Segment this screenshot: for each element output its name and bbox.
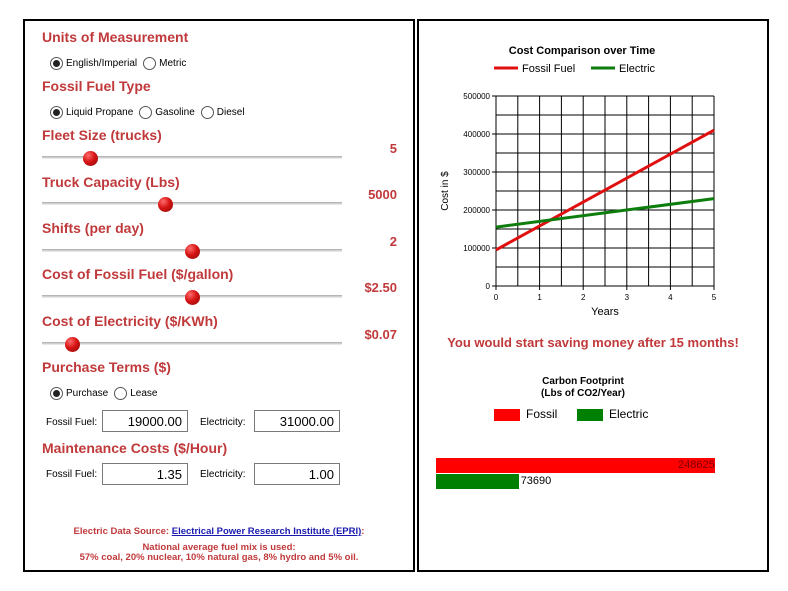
radio-unchecked-icon — [143, 57, 157, 70]
savings-message: You would start saving money after 15 mo… — [447, 335, 739, 350]
electricity-cost-value: $0.07 — [364, 327, 397, 342]
electricity-cost-slider-handle[interactable] — [64, 337, 80, 352]
carbon-bar-fossil-label: 248625 — [678, 459, 715, 471]
carbon-footprint-title: Carbon Footprint — [542, 376, 624, 387]
truck-capacity-slider-handle[interactable] — [157, 197, 173, 212]
fleet-size-title: Fleet Size (trucks) — [42, 127, 162, 143]
truck-capacity-title: Truck Capacity (Lbs) — [42, 174, 180, 190]
purchase-option-lease[interactable]: Lease — [114, 387, 158, 400]
fuel-type-title: Fossil Fuel Type — [42, 78, 151, 94]
y-tick-label: 0 — [486, 282, 491, 291]
fossil-fuel-cost-value: $2.50 — [364, 280, 397, 295]
x-tick-label: 3 — [625, 293, 630, 302]
maintenance-fossil-input[interactable] — [102, 463, 188, 485]
legend-fossil-swatch — [494, 409, 520, 421]
maintenance-title: Maintenance Costs ($/Hour) — [42, 440, 228, 456]
fleet-size-value: 5 — [389, 141, 397, 156]
legend-label-0: Fossil Fuel — [522, 63, 575, 75]
purchase-fossil-label: Fossil Fuel: — [46, 417, 98, 428]
purchase-fossil-input[interactable] — [102, 410, 188, 432]
x-tick-label: 5 — [712, 293, 717, 302]
series-line-fossil-fuel — [495, 128, 715, 252]
carbon-bar-fossil — [436, 458, 715, 473]
radio-checked-icon — [50, 57, 63, 70]
radio-checked-icon — [50, 106, 63, 119]
fuel-type-radio-group: Liquid Propane Gasoline Diesel — [50, 106, 251, 119]
radio-checked-icon — [50, 387, 63, 400]
series-line-electric — [495, 197, 715, 229]
radio-unchecked-icon — [139, 106, 153, 119]
fuel-mix-note: National average fuel mix is used: — [142, 542, 296, 553]
radio-unchecked-icon — [114, 387, 128, 400]
units-option-metric[interactable]: Metric — [143, 57, 186, 70]
shifts-value: 2 — [389, 234, 397, 249]
carbon-bar-electric-label: 73690 — [520, 475, 552, 487]
y-tick-label: 300000 — [463, 168, 490, 177]
carbon-bar-electric — [436, 474, 519, 489]
radio-unchecked-icon — [200, 106, 214, 119]
units-option-english[interactable]: English/Imperial — [50, 57, 137, 70]
x-tick-label: 0 — [494, 293, 499, 302]
chart-title: Cost Comparison over Time — [509, 45, 656, 57]
fuel-option-gasoline[interactable]: Gasoline — [139, 106, 195, 119]
x-axis-label: Years — [591, 306, 619, 318]
carbon-footprint-subtitle: (Lbs of CO2/Year) — [541, 388, 625, 399]
units-title: Units of Measurement — [42, 29, 189, 45]
purchase-terms-radio-group: Purchase Lease — [50, 387, 164, 400]
cost-comparison-chart: Cost Comparison over Time Fossil Fuel Elec… — [440, 45, 717, 318]
truck-capacity-slider[interactable] — [42, 202, 342, 205]
fuel-option-diesel[interactable]: Diesel — [200, 106, 245, 119]
purchase-electric-label: Electricity: — [200, 417, 246, 428]
data-source-note: Electric Data Source: Electrical Power R… — [73, 526, 365, 537]
legend-fossil-label: Fossil — [526, 407, 558, 421]
truck-capacity-value: 5000 — [368, 187, 397, 202]
purchase-option-purchase[interactable]: Purchase — [50, 387, 108, 400]
y-tick-label: 400000 — [463, 130, 490, 139]
legend-label-1: Electric — [619, 63, 656, 75]
y-tick-label: 100000 — [463, 244, 490, 253]
shifts-title: Shifts (per day) — [42, 220, 144, 236]
epri-link[interactable]: Electrical Power Research Institute (EPR… — [171, 526, 362, 537]
units-radio-group: English/Imperial Metric — [50, 57, 192, 70]
y-tick-label: 200000 — [463, 206, 490, 215]
maintenance-electric-label: Electricity: — [200, 469, 246, 480]
purchase-electric-input[interactable] — [254, 410, 340, 432]
legend-electric-swatch — [577, 409, 603, 421]
fossil-fuel-cost-slider-handle[interactable] — [184, 290, 200, 305]
x-tick-label: 1 — [537, 293, 542, 302]
fleet-size-slider[interactable] — [42, 156, 342, 159]
results-panel: Cost Comparison over Time Fossil Fuel Elec… — [417, 19, 769, 572]
shifts-slider-handle[interactable] — [184, 244, 200, 259]
legend-electric-label: Electric — [609, 407, 649, 421]
calculator-input-panel: Units of Measurement English/Imperial Me… — [23, 19, 415, 572]
purchase-terms-title: Purchase Terms ($) — [42, 359, 171, 375]
fuel-option-propane[interactable]: Liquid Propane — [50, 106, 133, 119]
maintenance-electric-input[interactable] — [254, 463, 340, 485]
electricity-cost-slider[interactable] — [42, 342, 342, 345]
fuel-mix-detail: 57% coal, 20% nuclear, 10% natural gas, … — [79, 552, 359, 563]
y-tick-label: 500000 — [463, 92, 490, 101]
fossil-fuel-cost-title: Cost of Fossil Fuel ($/gallon) — [42, 266, 234, 282]
x-tick-label: 4 — [668, 293, 673, 302]
fleet-size-slider-handle[interactable] — [82, 151, 98, 166]
x-tick-label: 2 — [581, 293, 586, 302]
maintenance-fossil-label: Fossil Fuel: — [46, 469, 98, 480]
electricity-cost-title: Cost of Electricity ($/KWh) — [42, 313, 218, 329]
y-axis-label: Cost in $ — [440, 171, 451, 211]
